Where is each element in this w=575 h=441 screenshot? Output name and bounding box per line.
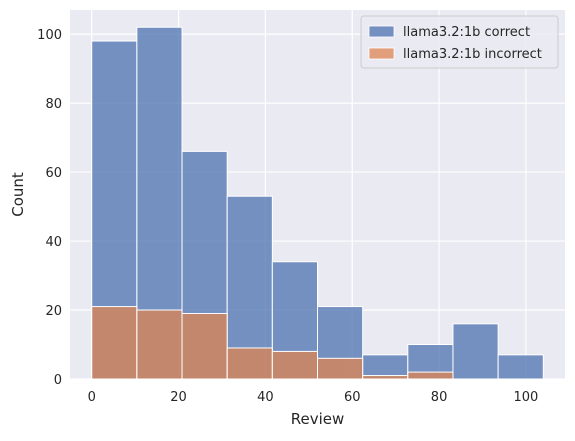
bar-incorrect bbox=[136, 309, 183, 380]
bar-incorrect bbox=[271, 350, 318, 380]
legend: llama3.2:1b correct llama3.2:1b incorrect bbox=[360, 15, 559, 69]
y-tick-label: 0 bbox=[54, 373, 62, 388]
bars bbox=[91, 26, 544, 380]
bar-incorrect bbox=[181, 312, 228, 380]
y-tick-label: 80 bbox=[45, 97, 62, 112]
y-axis-label: Count bbox=[9, 172, 27, 217]
legend-frame bbox=[360, 15, 559, 69]
y-tick-label: 100 bbox=[37, 28, 62, 43]
bar-incorrect bbox=[226, 347, 273, 380]
legend-swatch bbox=[368, 25, 395, 38]
x-tick-label: 80 bbox=[431, 390, 448, 405]
x-tick-label: 0 bbox=[88, 390, 96, 405]
bar-incorrect bbox=[407, 371, 454, 380]
legend-label: llama3.2:1b correct bbox=[403, 25, 530, 40]
bar-incorrect bbox=[317, 357, 364, 380]
bar-correct bbox=[497, 354, 544, 380]
x-tick-labels: 0 20 40 60 80 100 bbox=[88, 390, 539, 405]
legend-label: llama3.2:1b incorrect bbox=[403, 47, 542, 62]
x-tick-label: 60 bbox=[344, 390, 361, 405]
x-tick-label: 100 bbox=[514, 390, 539, 405]
y-tick-labels: 0 20 40 60 80 100 bbox=[37, 28, 62, 388]
legend-swatch bbox=[368, 47, 395, 60]
y-tick-label: 20 bbox=[45, 304, 62, 319]
y-tick-label: 60 bbox=[45, 166, 62, 181]
bar-incorrect bbox=[91, 306, 138, 380]
bar-incorrect bbox=[362, 375, 409, 380]
x-tick-label: 20 bbox=[170, 390, 187, 405]
x-axis-label: Review bbox=[291, 410, 345, 428]
x-tick-label: 40 bbox=[257, 390, 274, 405]
y-tick-label: 40 bbox=[45, 235, 62, 250]
bar-correct bbox=[452, 323, 499, 380]
